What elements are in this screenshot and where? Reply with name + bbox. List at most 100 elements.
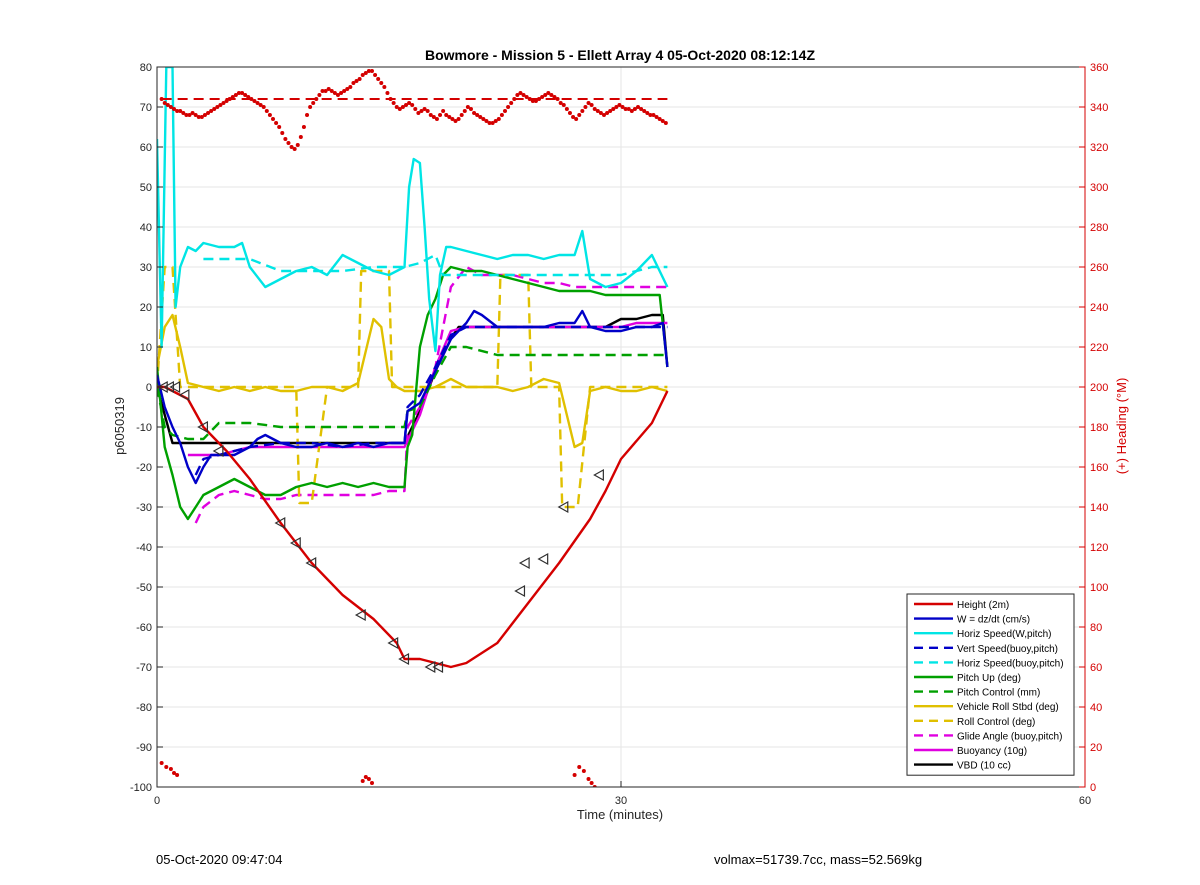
y-tick-label: 40 — [140, 222, 152, 234]
heading-point — [564, 107, 569, 111]
heading-point — [202, 113, 207, 117]
y-tick-label: -80 — [136, 702, 152, 714]
heading-point — [233, 93, 238, 97]
heading-point — [385, 91, 390, 95]
heading-point — [366, 777, 371, 781]
heading-tick-label: 40 — [1090, 702, 1102, 714]
heading-point — [168, 105, 173, 109]
heading-point — [515, 93, 520, 97]
heading-point — [369, 69, 374, 73]
height-marker — [157, 380, 168, 394]
x-tick-label: 0 — [154, 795, 160, 807]
heading-point — [434, 117, 439, 121]
plot-clip-group — [157, 67, 669, 787]
heading-point — [292, 147, 297, 151]
heading-point — [351, 81, 356, 85]
height-marker — [514, 584, 526, 598]
heading-tick-label: 120 — [1090, 542, 1108, 554]
height-marker — [593, 468, 604, 482]
heading-tick-label: 140 — [1090, 502, 1108, 514]
heading-point — [586, 101, 591, 105]
heading-point — [583, 105, 588, 109]
heading-point — [503, 109, 507, 113]
heading-point — [400, 105, 405, 109]
legend-entry: VBD (10 cc) — [957, 761, 1011, 772]
heading-point — [329, 89, 334, 93]
heading-point — [283, 137, 288, 141]
heading-point — [314, 97, 319, 101]
heading-point — [524, 95, 529, 99]
y-tick-label: -50 — [136, 582, 152, 594]
heading-point — [317, 93, 322, 97]
heading-point — [422, 107, 427, 111]
heading-point — [206, 111, 211, 115]
heading-point — [159, 761, 164, 765]
heading-point — [453, 119, 458, 123]
axes: 80706050403020100-10-20-30-40-50-60-70-8… — [130, 62, 1108, 807]
heading-point — [626, 107, 631, 111]
y-tick-label: -30 — [136, 502, 152, 514]
heading-point — [636, 105, 641, 109]
heading-point — [425, 109, 430, 113]
heading-point — [586, 777, 591, 781]
heading-point — [252, 99, 257, 103]
chart-title: Bowmore - Mission 5 - Ellett Array 4 05-… — [425, 47, 816, 63]
y-tick-label: 50 — [140, 182, 152, 194]
heading-point — [512, 97, 517, 101]
heading-point — [230, 95, 235, 99]
heading-point — [363, 775, 368, 779]
heading-point — [572, 773, 577, 777]
heading-point — [162, 101, 167, 105]
heading-point — [549, 93, 554, 97]
heading-point — [521, 93, 526, 97]
heading-point — [468, 107, 473, 111]
heading-point — [382, 85, 387, 89]
heading-point — [190, 111, 195, 115]
heading-point — [537, 97, 542, 101]
heading-point — [592, 107, 597, 111]
y-tick-label: -40 — [136, 542, 152, 554]
heading-point — [376, 77, 381, 81]
heading-point — [366, 69, 371, 73]
heading-point — [581, 769, 586, 773]
heading-point — [605, 111, 610, 115]
height-marker — [537, 552, 549, 566]
height-marker — [354, 608, 366, 622]
heading-point — [533, 99, 538, 103]
legend-entry: Vert Speed(buoy,pitch) — [957, 644, 1058, 655]
heading-point — [555, 97, 560, 101]
heading-point — [339, 91, 344, 95]
heading-point — [258, 103, 263, 107]
heading-point — [193, 113, 198, 117]
heading-point — [577, 113, 582, 117]
heading-point — [577, 765, 582, 769]
heading-point — [289, 145, 294, 149]
heading-point — [441, 109, 446, 113]
height-marker — [197, 420, 208, 434]
footer-timestamp: 05-Oct-2020 09:47:04 — [156, 852, 283, 867]
heading-point — [487, 121, 492, 125]
heading-point — [450, 117, 455, 121]
heading-point — [444, 113, 449, 117]
heading-point — [363, 71, 368, 75]
heading-point — [459, 113, 464, 117]
heading-point — [221, 101, 226, 105]
y-tick-label: 30 — [140, 262, 152, 274]
heading-point — [397, 107, 402, 111]
heading-point — [620, 105, 625, 109]
heading-point — [354, 79, 359, 83]
heading-tick-label: 60 — [1090, 662, 1102, 674]
heading-point — [249, 97, 254, 101]
heading-point — [589, 781, 594, 785]
heading-point — [518, 91, 523, 95]
legend: Height (2m) W = dz/dt (cm/s) Horiz Speed(W… — [906, 593, 1075, 776]
heading-point — [657, 117, 662, 121]
heading-point — [199, 115, 204, 119]
heading-point — [326, 87, 331, 91]
y-axis-label: p6050319 — [112, 397, 127, 455]
height-marker — [274, 516, 286, 530]
heading-point — [484, 119, 489, 123]
heading-point — [246, 95, 251, 99]
heading-point — [274, 121, 279, 125]
